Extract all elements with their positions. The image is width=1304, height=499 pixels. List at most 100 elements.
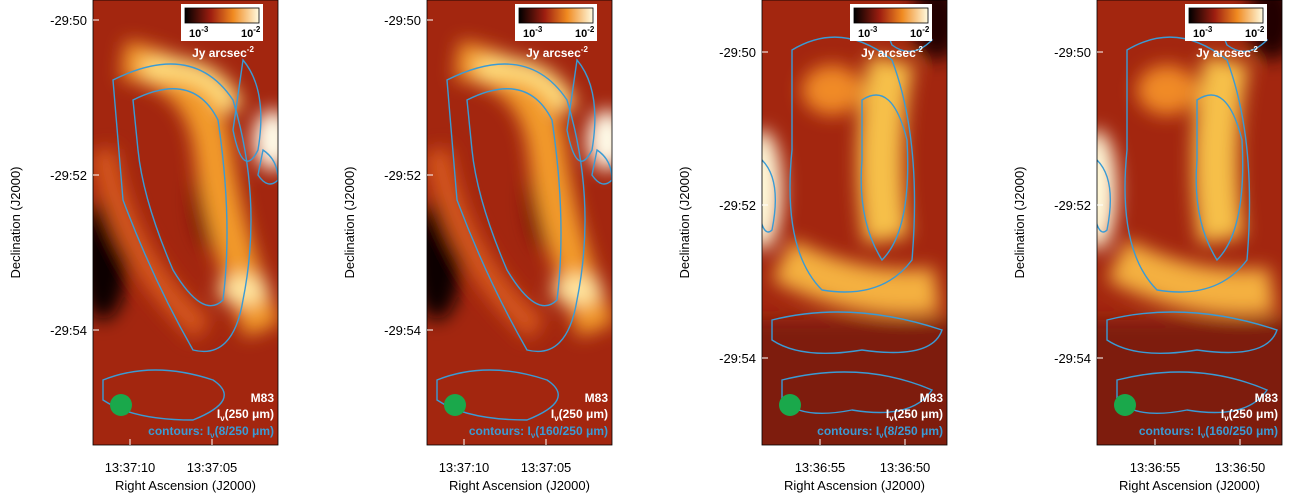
colorbar-unit-exp: -2 [1251, 45, 1259, 54]
colorbar-unit-base: Jy arcsec [861, 46, 916, 60]
bright-knot [802, 65, 862, 115]
map-frame [1096, 0, 1283, 446]
contour-line [1106, 311, 1278, 354]
contour-label-sub: ν [531, 431, 536, 440]
colorbar-min-label-base: 10 [858, 28, 870, 40]
map-label-sub: ν [220, 414, 225, 423]
lower-region [762, 320, 947, 445]
contours [762, 12, 943, 415]
beam [1114, 394, 1136, 416]
colorbar-min-label: 10-3 [189, 25, 209, 40]
colorbar-unit: Jy arcsec-2 [192, 45, 254, 60]
bright-knot [253, 110, 278, 170]
y-tick-label: -29:52 [719, 198, 756, 213]
colorbar [518, 7, 594, 24]
contour-label: contours: Iν(8/250 μm) [148, 424, 274, 440]
x-tick-label: 13:37:10 [105, 460, 156, 475]
contour-line [1124, 36, 1251, 293]
emission-arm [858, 55, 914, 244]
y-axis-title: Declination (J2000) [677, 166, 692, 278]
bright-knot [1137, 65, 1197, 115]
colorbar-unit-exp: -2 [247, 45, 255, 54]
colorbar-unit-exp: -2 [916, 45, 924, 54]
bright-knot [552, 275, 602, 305]
contours [1097, 12, 1278, 415]
contour-label-main: contours: I [1139, 424, 1201, 438]
colorbar-min-label-base: 10 [523, 28, 535, 40]
colorbar-max-label: 10-2 [1245, 25, 1265, 40]
x-tick-label: 13:36:50 [880, 460, 931, 475]
contour-label: contours: Iν(8/250 μm) [817, 424, 943, 440]
map-frame [426, 0, 613, 446]
colorbar-max-label-exp: -2 [922, 25, 930, 34]
map-emission [1097, 0, 1282, 445]
colorbar-unit-base: Jy arcsec [192, 46, 247, 60]
y-tick-label: -29:52 [50, 168, 87, 183]
y-tick-label: -29:52 [384, 168, 421, 183]
bright-knot [218, 275, 268, 305]
map-label-sub: ν [1224, 414, 1229, 423]
map-label-sub: ν [889, 414, 894, 423]
y-tick-label: -29:54 [384, 323, 421, 338]
contour-label: contours: Iν(160/250 μm) [1139, 424, 1278, 440]
y-axis-title: Declination (J2000) [1012, 166, 1027, 278]
x-tick-label: 13:37:10 [439, 460, 490, 475]
x-tick-label: 13:36:55 [795, 460, 846, 475]
colorbar-min-label-exp: -3 [1205, 25, 1213, 34]
contour-label: contours: Iν(160/250 μm) [469, 424, 608, 440]
contour-label-main: contours: I [469, 424, 531, 438]
contour-line [762, 159, 777, 233]
x-axis-title: Right Ascension (J2000) [115, 478, 256, 493]
contour-label-rest: (8/250 μm) [215, 424, 274, 438]
map-label-main: I [1221, 407, 1224, 421]
map-label-main: I [217, 407, 220, 421]
colorbar-max-label-base: 10 [1245, 28, 1257, 40]
colorbar [853, 7, 929, 24]
colorbar-unit-base: Jy arcsec [1196, 46, 1251, 60]
contour-line [1097, 159, 1112, 233]
x-axis-title: Right Ascension (J2000) [449, 478, 590, 493]
colorbar-max-label: 10-2 [910, 25, 930, 40]
map-label-main: I [886, 407, 889, 421]
lower-region [1097, 320, 1282, 445]
contours [436, 58, 612, 421]
colorbar-min-label: 10-3 [523, 25, 543, 40]
object-label: M83 [585, 391, 609, 405]
map-frame [761, 0, 948, 446]
contours [102, 58, 278, 421]
x-tick-label: 13:36:55 [1130, 460, 1181, 475]
map-label: Iν(250 μm) [551, 407, 608, 423]
colorbar-unit: Jy arcsec-2 [526, 45, 588, 60]
map-label-rest: (250 μm) [1229, 407, 1278, 421]
colorbar-unit-base: Jy arcsec [526, 46, 581, 60]
contour-line [781, 371, 934, 415]
x-tick-label: 13:36:50 [1215, 460, 1266, 475]
beam [779, 394, 801, 416]
bright-knot [762, 130, 782, 250]
map-label: Iν(250 μm) [1221, 407, 1278, 423]
contour-line [466, 88, 562, 307]
contour-line [860, 94, 909, 262]
colorbar-min-label-base: 10 [1193, 28, 1205, 40]
colorbar-unit: Jy arcsec-2 [1196, 45, 1258, 60]
contour-label-rest: (160/250 μm) [1205, 424, 1278, 438]
object-label: M83 [920, 391, 944, 405]
map-emission [427, 41, 612, 340]
bright-knot [1097, 130, 1117, 250]
y-tick-label: -29:54 [50, 323, 87, 338]
map-emission [93, 41, 278, 340]
emission-arm [141, 57, 244, 115]
emission-arm [427, 147, 546, 340]
contour-line [1195, 94, 1244, 262]
colorbar-min-label-exp: -3 [535, 25, 543, 34]
emission-arm [1106, 239, 1275, 315]
map-label-sub: ν [554, 414, 559, 423]
y-axis-title: Declination (J2000) [8, 166, 23, 278]
colorbar-min-label: 10-3 [858, 25, 878, 40]
object-label: M83 [1255, 391, 1279, 405]
contour-line [789, 36, 916, 293]
colorbar [1188, 7, 1264, 24]
colorbar-max-label-exp: -2 [587, 25, 595, 34]
